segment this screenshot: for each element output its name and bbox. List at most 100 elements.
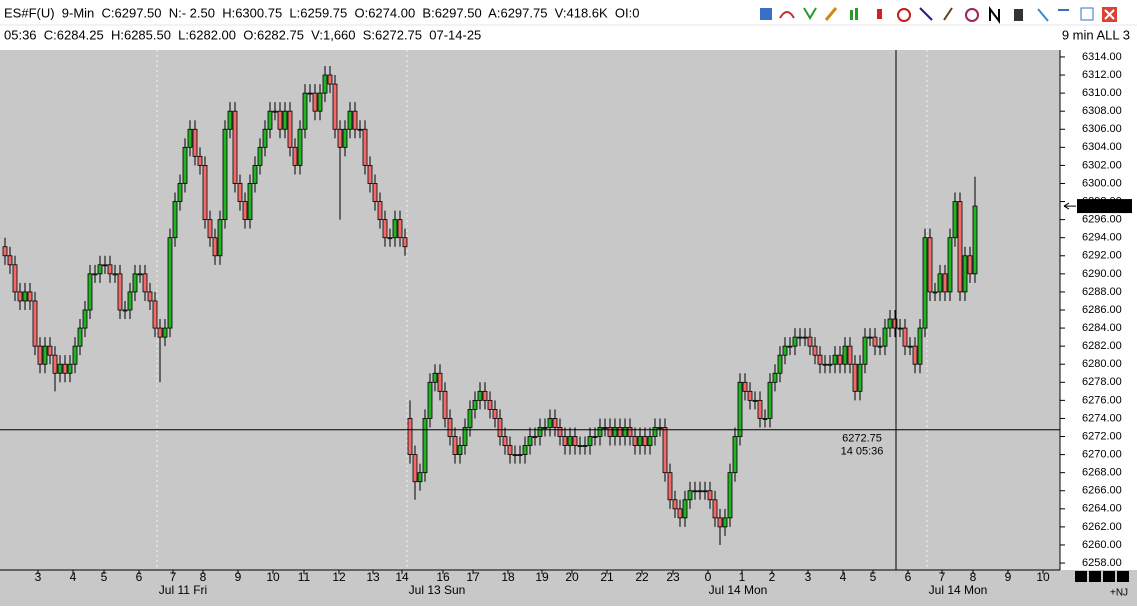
- x-tick-label: 7: [939, 570, 946, 584]
- candle-body-down: [617, 427, 623, 437]
- candle-body-down: [37, 345, 43, 365]
- x-tick-label: 12: [332, 570, 346, 584]
- last-price-label: 6297.50: [1082, 200, 1122, 212]
- tool-icon[interactable]: [989, 6, 1000, 24]
- tool-icon[interactable]: [1037, 8, 1049, 22]
- candle-body-up: [962, 255, 968, 293]
- tool-icon[interactable]: [850, 10, 853, 20]
- candle-body-up: [132, 273, 138, 293]
- candle-body-up: [122, 309, 128, 312]
- candle-body-down: [287, 110, 293, 148]
- y-tick-label: 6304.00: [1082, 141, 1122, 153]
- candle-body-down: [117, 273, 123, 311]
- status-block: [1117, 571, 1129, 582]
- candle-body-down: [552, 418, 558, 428]
- candle-body-up: [457, 445, 463, 455]
- x-tick-label: 8: [200, 570, 207, 584]
- date-label: Jul 14 Mon: [709, 583, 768, 597]
- candle-body-down: [197, 155, 203, 166]
- x-tick-label: 7: [170, 570, 177, 584]
- candle-body-down: [747, 390, 753, 401]
- x-tick-label: 13: [366, 570, 380, 584]
- candle-body-up: [357, 128, 363, 131]
- y-tick-label: 6276.00: [1082, 394, 1122, 406]
- candle-body-up: [787, 345, 793, 348]
- candle-body-down: [852, 363, 858, 392]
- candle-body-down: [487, 399, 493, 410]
- x-tick-label: 3: [35, 570, 42, 584]
- last-price-tag: [1077, 199, 1132, 214]
- candle-body-up: [112, 273, 118, 276]
- tool-icon[interactable]: [943, 7, 953, 21]
- y-tick-label: 6282.00: [1082, 340, 1122, 352]
- x-tick-label: 17: [466, 570, 480, 584]
- tool-icon[interactable]: [803, 7, 817, 20]
- y-tick-label: 6274.00: [1082, 412, 1122, 424]
- x-tick-label: 14: [395, 570, 409, 584]
- quote-line: ES#F(U) 9-Min C:6297.50 N:- 2.50 H:6300.…: [4, 5, 639, 20]
- candle-body-up: [127, 291, 133, 311]
- candle-body-down: [372, 183, 378, 202]
- candle-body-up: [217, 219, 223, 257]
- tool-icon[interactable]: [919, 7, 933, 21]
- candle-body-up: [527, 436, 533, 446]
- x-tick-label: 3: [805, 570, 812, 584]
- candles: [2, 65, 978, 545]
- candle-body-up: [732, 436, 738, 474]
- tool-icon[interactable]: [760, 8, 772, 20]
- tool-icon[interactable]: [1014, 9, 1023, 21]
- tool-icon[interactable]: [877, 9, 882, 19]
- toolbar: [760, 6, 1117, 24]
- candle-body-up: [952, 201, 958, 239]
- candle-body-up: [347, 110, 353, 130]
- candle-body-down: [62, 363, 68, 374]
- candle-body-up: [857, 363, 863, 392]
- candle-body-up: [307, 92, 313, 95]
- candle-body-down: [367, 165, 373, 184]
- candle-body-up: [932, 291, 938, 294]
- minimize-button[interactable]: [1058, 9, 1069, 11]
- crosshair-time: 14 05:36: [841, 446, 884, 458]
- tool-icon[interactable]: [779, 11, 795, 19]
- candle-body-up: [937, 273, 943, 293]
- x-tick-label: 6: [136, 570, 143, 584]
- candle-body-up: [472, 399, 478, 410]
- candle-body-down: [362, 128, 368, 166]
- candle-body-down: [397, 219, 403, 239]
- x-tick-label: 20: [565, 570, 579, 584]
- plot-area: [0, 50, 1060, 570]
- tool-icon[interactable]: [824, 7, 838, 21]
- tool-icon[interactable]: [965, 8, 979, 22]
- x-tick-label: 6: [905, 570, 912, 584]
- candle-body-down: [337, 128, 343, 148]
- candle-body-up: [612, 427, 618, 437]
- tool-icon[interactable]: [855, 8, 858, 20]
- candle-body-up: [762, 418, 768, 420]
- maximize-button[interactable]: [1080, 7, 1094, 21]
- candle-body-down: [142, 273, 148, 293]
- y-tick-label: 6286.00: [1082, 304, 1122, 316]
- y-tick-label: 6300.00: [1082, 177, 1122, 189]
- candle-body-down: [327, 74, 333, 85]
- candle-body-up: [907, 345, 913, 348]
- candle-body-up: [182, 146, 188, 184]
- y-tick-label: 6258.00: [1082, 557, 1122, 569]
- candle-body-down: [17, 291, 23, 302]
- candle-body-up: [582, 445, 588, 447]
- candle-body-down: [677, 508, 683, 519]
- tool-icon[interactable]: [897, 8, 911, 22]
- status-block: [1103, 571, 1115, 582]
- candle-body-up: [832, 354, 838, 365]
- candle-body-down: [237, 183, 243, 202]
- candle-body-down: [817, 354, 823, 365]
- candle-body-up: [657, 427, 663, 429]
- candle-body-up: [302, 92, 308, 130]
- candle-body-up: [72, 345, 78, 365]
- candle-body-down: [32, 300, 38, 347]
- y-tick-label: 6260.00: [1082, 539, 1122, 551]
- candle-body-up: [537, 427, 543, 437]
- y-tick-label: 6272.00: [1082, 430, 1122, 442]
- candle-body-down: [242, 201, 248, 221]
- candle-body-up: [767, 381, 773, 419]
- y-tick-label: 6268.00: [1082, 467, 1122, 479]
